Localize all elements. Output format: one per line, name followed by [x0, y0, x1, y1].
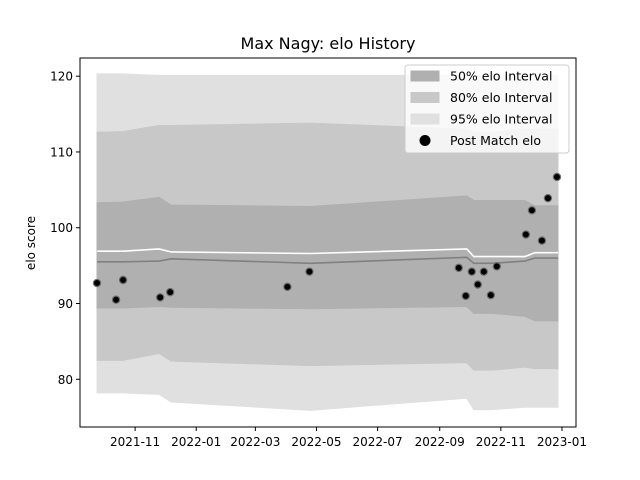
legend-label: 80% elo Interval: [450, 90, 552, 105]
mean-line: [97, 248, 558, 258]
legend: 50% elo Interval 80% elo Interval 95% elo …: [404, 64, 570, 154]
legend-box: [404, 64, 570, 154]
x-tick-label: 2021-11: [110, 435, 160, 449]
post-match-point: [111, 295, 121, 304]
post-match-point: [552, 172, 562, 182]
legend-swatch: [410, 70, 440, 82]
x-tick-label: 2022-11: [476, 435, 526, 449]
post-match-point: [118, 275, 128, 285]
legend-swatch: [410, 92, 440, 103]
legend-marker: [419, 135, 431, 146]
post-match-point: [527, 206, 537, 215]
y-tick-label: 90: [58, 297, 73, 311]
x-tick-label: 2022-09: [415, 435, 465, 449]
legend-label: 95% elo Interval: [450, 112, 552, 127]
post-match-point: [454, 263, 463, 273]
x-tick-label: 2023-01: [537, 435, 587, 449]
post-match-points: [92, 172, 562, 304]
post-match-point: [537, 236, 547, 245]
post-match-point: [543, 193, 553, 203]
post-match-point: [492, 262, 502, 271]
median-line: [97, 256, 558, 265]
post-match-point: [461, 291, 470, 301]
y-tick-label: 120: [50, 70, 73, 84]
x-tick-label: 2022-01: [171, 435, 221, 449]
x-tick-label: 2022-07: [353, 435, 403, 449]
legend-label: 50% elo Interval: [450, 69, 552, 84]
post-match-point: [155, 293, 165, 302]
post-match-point: [165, 287, 175, 297]
post-match-point: [521, 230, 531, 239]
post-match-point: [467, 267, 476, 276]
plot-area: [92, 73, 562, 411]
post-match-point: [473, 280, 482, 289]
x-tick-label: 2022-05: [291, 435, 341, 449]
legend-swatch: [410, 113, 440, 125]
median-lines: [97, 248, 558, 265]
post-match-point: [305, 267, 314, 276]
plot-frame: [79, 57, 577, 428]
band-50-interval: [96, 195, 559, 322]
post-match-point: [486, 290, 496, 300]
chart-title: Max Nagy: elo History: [241, 34, 416, 53]
y-axis: 80 90 100 110 120: [50, 70, 80, 387]
post-match-point: [92, 278, 102, 288]
x-axis: 2021-11 2022-01 2022-03 2022-05 2022-07 2022-…: [110, 427, 587, 449]
y-tick-label: 110: [50, 145, 73, 159]
x-tick-label: 2022-03: [230, 435, 280, 449]
interval-bands: [96, 73, 559, 411]
y-axis-label: elo score: [24, 216, 38, 270]
y-tick-label: 80: [58, 373, 73, 387]
y-tick-label: 100: [50, 221, 73, 235]
post-match-point: [283, 282, 292, 292]
post-match-point: [479, 267, 489, 276]
legend-label: Post Match elo: [450, 133, 541, 148]
